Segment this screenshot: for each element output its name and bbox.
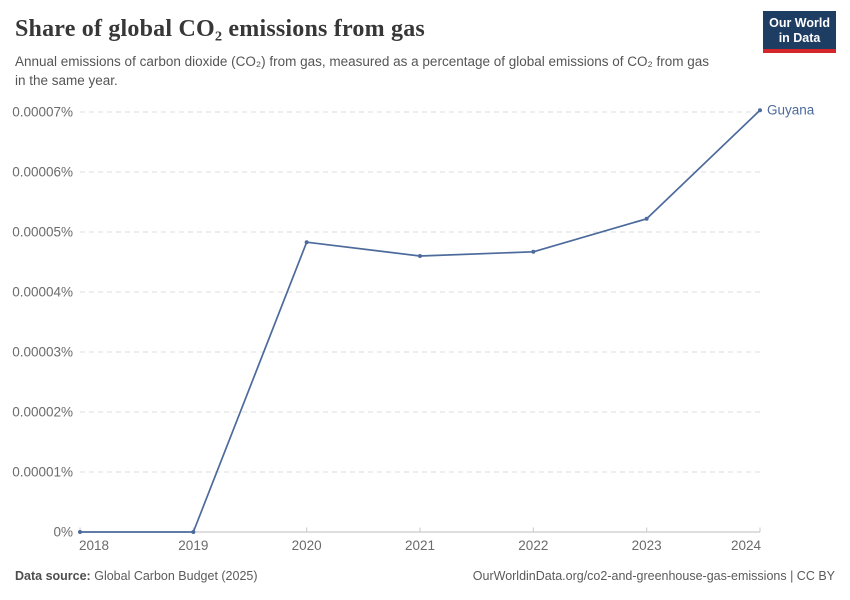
data-source-value: Global Carbon Budget (2025) <box>94 569 258 583</box>
data-point <box>418 254 422 258</box>
series-label: Guyana <box>767 103 815 118</box>
data-source-label: Data source: <box>15 569 91 583</box>
chart-subtitle: Annual emissions of carbon dioxide (CO₂)… <box>15 54 710 88</box>
logo-line2: in Data <box>778 30 821 45</box>
owid-logo[interactable]: Our World in Data <box>763 11 836 53</box>
data-source: Data source: Global Carbon Budget (2025) <box>15 569 258 583</box>
chart-footer: Data source: Global Carbon Budget (2025)… <box>15 569 835 583</box>
x-tick-label: 2024 <box>731 538 762 553</box>
data-point <box>758 108 762 113</box>
x-tick-label: 2018 <box>79 538 109 553</box>
y-tick-label: 0.00004% <box>12 285 73 300</box>
y-tick-label: 0.00001% <box>12 465 73 480</box>
data-point <box>191 530 196 534</box>
logo-line1: Our World <box>769 16 830 30</box>
y-tick-label: 0% <box>53 525 73 540</box>
y-tick-label: 0.00005% <box>12 225 73 240</box>
x-tick-label: 2020 <box>292 538 322 553</box>
x-tick-label: 2019 <box>178 538 208 553</box>
x-tick-label: 2021 <box>405 538 435 553</box>
y-tick-label: 0.00003% <box>12 345 73 360</box>
x-tick-label: 2023 <box>632 538 662 553</box>
y-tick-label: 0.00002% <box>12 405 73 420</box>
chart-title: Share of global CO₂ emissions from gas <box>15 16 425 42</box>
y-tick-label: 0.00006% <box>12 165 73 180</box>
data-point <box>531 249 536 254</box>
x-tick-label: 2022 <box>518 538 548 553</box>
y-tick-label: 0.00007% <box>12 105 73 120</box>
footer-citation-link[interactable]: OurWorldinData.org/co2-and-greenhouse-ga… <box>472 569 835 583</box>
data-point <box>304 240 309 245</box>
data-point <box>644 216 649 221</box>
series-line <box>80 109 761 533</box>
data-point <box>78 530 82 534</box>
